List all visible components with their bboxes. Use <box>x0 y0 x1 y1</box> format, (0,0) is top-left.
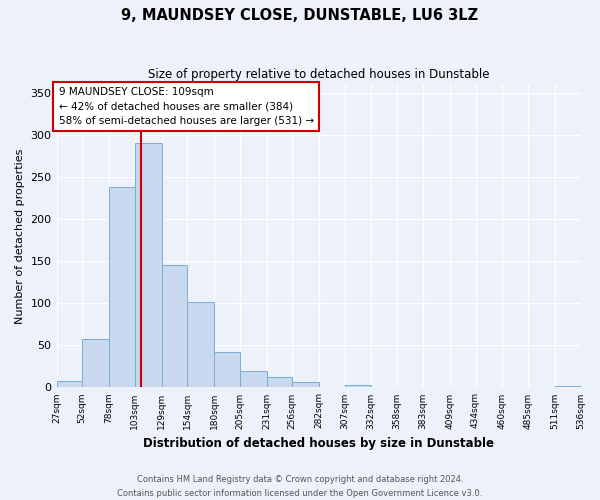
X-axis label: Distribution of detached houses by size in Dunstable: Distribution of detached houses by size … <box>143 437 494 450</box>
Bar <box>240 370 266 388</box>
Y-axis label: Number of detached properties: Number of detached properties <box>15 148 25 324</box>
Text: 9 MAUNDSEY CLOSE: 109sqm
← 42% of detached houses are smaller (384)
58% of semi-: 9 MAUNDSEY CLOSE: 109sqm ← 42% of detach… <box>59 87 314 126</box>
Bar <box>82 340 109 388</box>
Bar <box>109 187 135 388</box>
Bar <box>345 385 371 388</box>
Bar <box>292 382 319 388</box>
Bar <box>135 142 161 388</box>
Bar <box>214 352 240 388</box>
Bar <box>56 380 82 388</box>
Bar <box>161 266 187 388</box>
Text: Contains HM Land Registry data © Crown copyright and database right 2024.
Contai: Contains HM Land Registry data © Crown c… <box>118 476 482 498</box>
Text: 9, MAUNDSEY CLOSE, DUNSTABLE, LU6 3LZ: 9, MAUNDSEY CLOSE, DUNSTABLE, LU6 3LZ <box>121 8 479 22</box>
Title: Size of property relative to detached houses in Dunstable: Size of property relative to detached ho… <box>148 68 489 80</box>
Bar <box>555 386 581 388</box>
Bar <box>187 302 214 388</box>
Bar <box>266 378 292 388</box>
